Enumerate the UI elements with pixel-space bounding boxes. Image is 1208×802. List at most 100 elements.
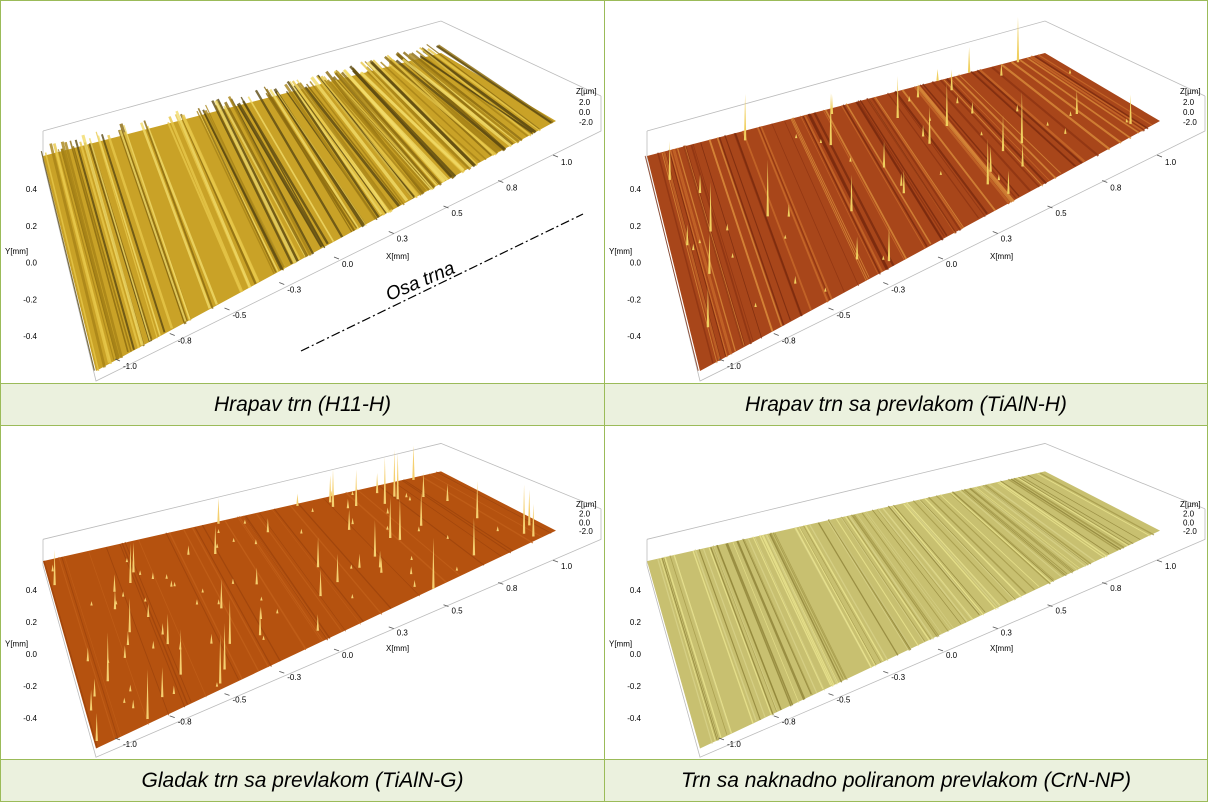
surface-spike bbox=[123, 697, 126, 703]
surface-texture bbox=[669, 555, 728, 735]
surface-texture bbox=[761, 535, 834, 687]
y-tick-label: -0.2 bbox=[23, 682, 37, 691]
surface-spike bbox=[1001, 115, 1005, 152]
surface-texture bbox=[970, 487, 1075, 572]
surface-spike bbox=[743, 93, 747, 141]
surface-spike bbox=[217, 599, 220, 605]
tick-mark bbox=[992, 231, 998, 234]
surface-texture bbox=[732, 542, 800, 703]
surface-spike bbox=[850, 174, 853, 212]
surface-spike bbox=[698, 239, 701, 244]
surface-texture bbox=[657, 558, 713, 744]
surface-texture bbox=[919, 499, 1015, 601]
surface-texture bbox=[224, 520, 307, 651]
surface-spike bbox=[231, 578, 235, 584]
annotation-group: Osa trna bbox=[383, 258, 458, 306]
surface-spike bbox=[113, 574, 116, 592]
x-tick-label: -0.5 bbox=[837, 311, 851, 320]
surface-texture bbox=[236, 516, 322, 641]
surface-spike bbox=[90, 601, 93, 606]
surface-spike bbox=[331, 468, 335, 507]
z-tick-label: 2.0 bbox=[1183, 98, 1195, 107]
surface-texture bbox=[244, 515, 331, 639]
surface-texture bbox=[168, 116, 244, 293]
surface-texture bbox=[765, 534, 838, 685]
surface-texture bbox=[871, 97, 962, 231]
surface-texture bbox=[386, 54, 495, 156]
surface-texture bbox=[380, 61, 487, 161]
surface-spike bbox=[316, 537, 320, 568]
plot-box bbox=[646, 20, 1206, 132]
surface-texture bbox=[856, 513, 943, 635]
y-tick-label: -0.2 bbox=[627, 295, 641, 304]
y-tick-label: 0.4 bbox=[26, 185, 38, 194]
surface-spike bbox=[346, 498, 350, 509]
x-tick-label: -0.3 bbox=[287, 286, 301, 295]
z-tick-label: -2.0 bbox=[579, 527, 593, 536]
surface-spike bbox=[210, 633, 213, 644]
surface-texture bbox=[743, 539, 813, 696]
surface-texture bbox=[44, 152, 100, 372]
surface-spike bbox=[126, 630, 130, 646]
surface-texture bbox=[276, 92, 367, 226]
y-tick-label: 0.2 bbox=[630, 222, 642, 231]
surface-texture bbox=[859, 99, 948, 237]
surface-texture bbox=[742, 538, 812, 695]
surface-texture bbox=[1039, 472, 1155, 536]
surface-texture bbox=[343, 69, 446, 182]
y-tick-label: 0.4 bbox=[26, 586, 38, 595]
surface-texture bbox=[309, 80, 405, 206]
x-tick-label: 0.8 bbox=[1110, 584, 1122, 593]
surface-texture bbox=[306, 83, 402, 205]
surface-texture bbox=[299, 82, 394, 210]
y-tick-label: 0.2 bbox=[630, 618, 642, 627]
surface-texture bbox=[165, 532, 239, 680]
surface-spike bbox=[383, 456, 387, 504]
surface-texture bbox=[725, 543, 792, 707]
surface-texture bbox=[804, 524, 884, 662]
surface-texture bbox=[330, 77, 430, 191]
surface-texture bbox=[865, 511, 954, 629]
plot-box bbox=[42, 96, 602, 382]
surface-texture bbox=[370, 61, 477, 168]
surface-spike bbox=[144, 597, 147, 602]
surface-texture bbox=[401, 58, 513, 148]
surface-spike bbox=[956, 96, 959, 104]
surface-plot: -1.0 -0.8 -0.5 -0.3 0.0 0.3 0.5 0.8 1.0 X[mm] -0.4… bbox=[609, 443, 1206, 758]
tick-mark bbox=[1102, 582, 1108, 585]
surface-texture bbox=[876, 508, 967, 623]
surface-texture bbox=[167, 122, 242, 293]
surface-texture bbox=[914, 86, 1010, 203]
surface-spike bbox=[146, 669, 149, 719]
surface-texture bbox=[877, 508, 968, 622]
surface-texture bbox=[918, 85, 1015, 203]
surface-spike bbox=[260, 596, 263, 601]
tick-mark bbox=[169, 715, 175, 718]
surface-texture bbox=[1010, 61, 1122, 144]
surface-texture bbox=[912, 500, 1009, 603]
x-tick-label: -1.0 bbox=[123, 740, 137, 749]
surface-spike bbox=[93, 678, 96, 697]
surface-spike bbox=[887, 226, 891, 262]
x-tick-label: -1.0 bbox=[123, 362, 137, 371]
surface-texture bbox=[290, 505, 383, 615]
surface-spike bbox=[255, 567, 258, 585]
surface-texture bbox=[57, 149, 115, 361]
surface-spike bbox=[311, 507, 314, 512]
surface-spike bbox=[132, 542, 135, 573]
surface-texture bbox=[1037, 54, 1153, 126]
surface-spike bbox=[266, 518, 270, 533]
surface-texture bbox=[683, 145, 744, 347]
x-tick-label: -0.5 bbox=[233, 311, 247, 320]
surface-texture bbox=[61, 556, 119, 739]
surface-texture bbox=[997, 482, 1106, 559]
surface-texture bbox=[784, 120, 859, 287]
caption: Trn sa naknadno poliranom prevlakom (CrN… bbox=[604, 759, 1208, 802]
plot-box bbox=[646, 443, 1206, 540]
surface-spike bbox=[900, 173, 903, 186]
surface-texture bbox=[326, 79, 427, 193]
surface-texture bbox=[754, 536, 825, 691]
surface-texture bbox=[708, 547, 773, 716]
surface-spike bbox=[980, 131, 983, 136]
z-axis-label: Z[µm] bbox=[576, 87, 597, 96]
